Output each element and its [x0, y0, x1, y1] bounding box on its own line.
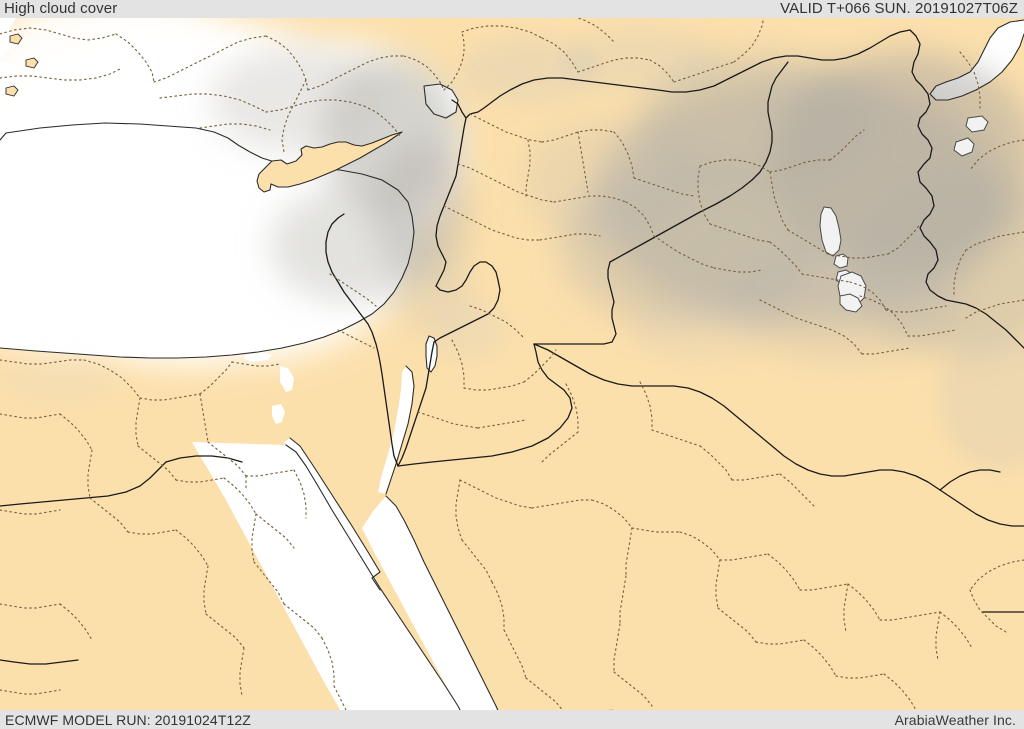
model-run-label: ECMWF MODEL RUN: 20191024T12Z [5, 711, 251, 728]
red-sea [192, 442, 470, 729]
gulf-of-aqaba [378, 366, 414, 494]
small-islands [5, 33, 39, 97]
suez-canal-lakes [280, 366, 294, 392]
valid-time-label: VALID T+066 SUN. 20191027T06Z [780, 0, 1018, 17]
header-bar: High cloud cover VALID T+066 SUN. 201910… [0, 0, 1024, 18]
provider-credit: ArabiaWeather Inc. [894, 711, 1016, 728]
lake-idku [272, 404, 285, 424]
red-sea-south [362, 496, 506, 729]
cloud-cover-overlay [0, 0, 1024, 470]
cyprus-island [256, 131, 403, 193]
gulf-of-suez [284, 438, 380, 578]
coastlines [0, 19, 1024, 729]
footer-bar: ECMWF MODEL RUN: 20191024T12Z ArabiaWeat… [0, 710, 1024, 729]
country-borders [0, 29, 1024, 665]
inland-lakes [819, 115, 989, 313]
page-title: High cloud cover [4, 0, 118, 17]
